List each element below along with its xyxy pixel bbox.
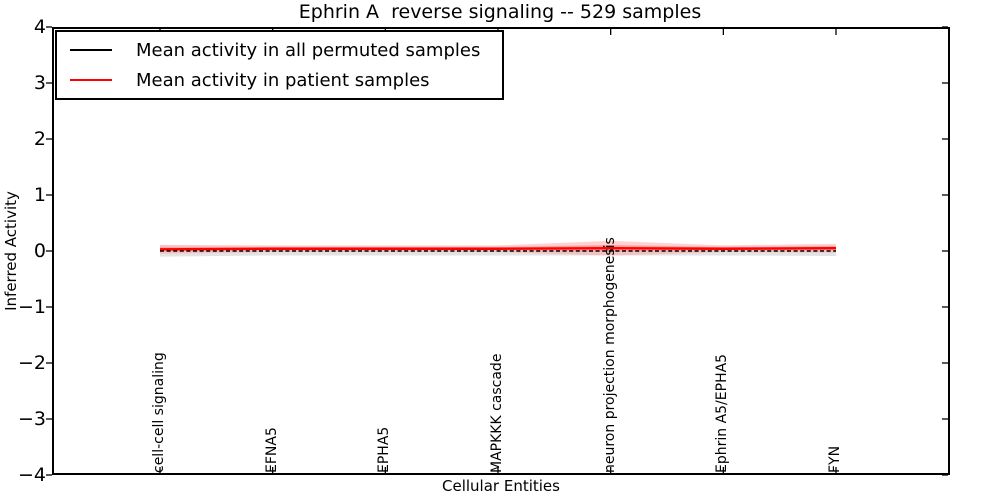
x-axis-label: Cellular Entities (442, 477, 560, 495)
chart-title: Ephrin A reverse signaling -- 529 sample… (298, 1, 702, 23)
x-tick-label: FYN (827, 445, 843, 473)
y-tick-label: −1 (17, 296, 46, 318)
y-tick-label: −2 (17, 352, 46, 374)
x-tick-label: EPHA5 (376, 426, 393, 473)
legend-entry-permuted: Mean activity in all permuted samples (57, 35, 480, 65)
y-tick-label: 2 (33, 128, 46, 150)
patient-mean-line (159, 246, 837, 251)
x-tick-label: neuron projection morphogenesis (601, 237, 618, 473)
x-tick-label: EFNA5 (263, 427, 280, 473)
patient-line-swatch (70, 79, 112, 81)
y-tick-label: 3 (33, 72, 46, 94)
y-tick-label: −3 (17, 408, 46, 430)
y-tick-label: 1 (33, 184, 46, 206)
permuted-line-swatch (70, 49, 112, 51)
x-tick-label: MAPKKK cascade (489, 353, 505, 473)
plot-frame (52, 27, 950, 475)
y-tick-label: 4 (33, 16, 46, 38)
x-tick-label: Ephrin A5/EPHA5 (714, 353, 731, 473)
y-tick-label: −4 (17, 464, 46, 486)
legend-entry-patient: Mean activity in patient samples (57, 65, 480, 95)
x-tick-label: cell-cell signaling (151, 352, 167, 473)
y-tick-label: 0 (33, 240, 46, 262)
legend-box: Mean activity in all permuted samples Me… (55, 30, 505, 100)
legend-label-patient: Mean activity in patient samples (136, 69, 430, 91)
legend-label-permuted: Mean activity in all permuted samples (136, 39, 481, 61)
